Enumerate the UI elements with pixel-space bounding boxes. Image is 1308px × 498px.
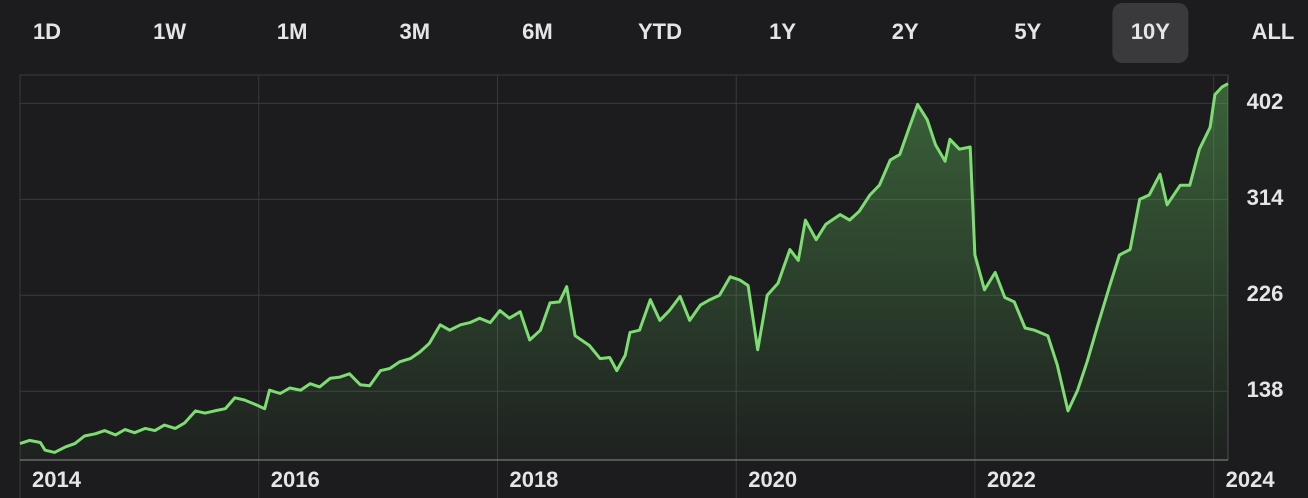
x-tick-label: 2024: [1226, 467, 1276, 492]
x-tick-label: 2022: [987, 467, 1036, 492]
area: [20, 83, 1228, 460]
tab[interactable]: 1Y: [769, 19, 796, 44]
x-tick-label: 2020: [748, 467, 797, 492]
x-tick-label: 2018: [509, 467, 558, 492]
tab[interactable]: ALL: [1252, 19, 1295, 44]
x-tick-label: 2014: [32, 467, 82, 492]
tab[interactable]: 3M: [400, 19, 431, 44]
x-tick-label: 2016: [271, 467, 320, 492]
price-line: [19, 82, 1229, 454]
y-tick-label: 402: [1247, 89, 1284, 114]
tab[interactable]: 10Y: [1131, 19, 1170, 44]
tab-selected-bg: [1112, 3, 1189, 63]
tab[interactable]: 1D: [33, 19, 61, 44]
tab[interactable]: 1W: [153, 19, 186, 44]
tab[interactable]: 5Y: [1014, 19, 1041, 44]
tab[interactable]: YTD: [638, 19, 682, 44]
tab[interactable]: 1M: [277, 19, 308, 44]
y-tick-label: 138: [1247, 377, 1284, 402]
tab[interactable]: 2Y: [892, 19, 919, 44]
y-tick-label: 226: [1247, 281, 1284, 306]
tab[interactable]: 6M: [522, 19, 553, 44]
y-tick-label: 314: [1247, 185, 1284, 210]
